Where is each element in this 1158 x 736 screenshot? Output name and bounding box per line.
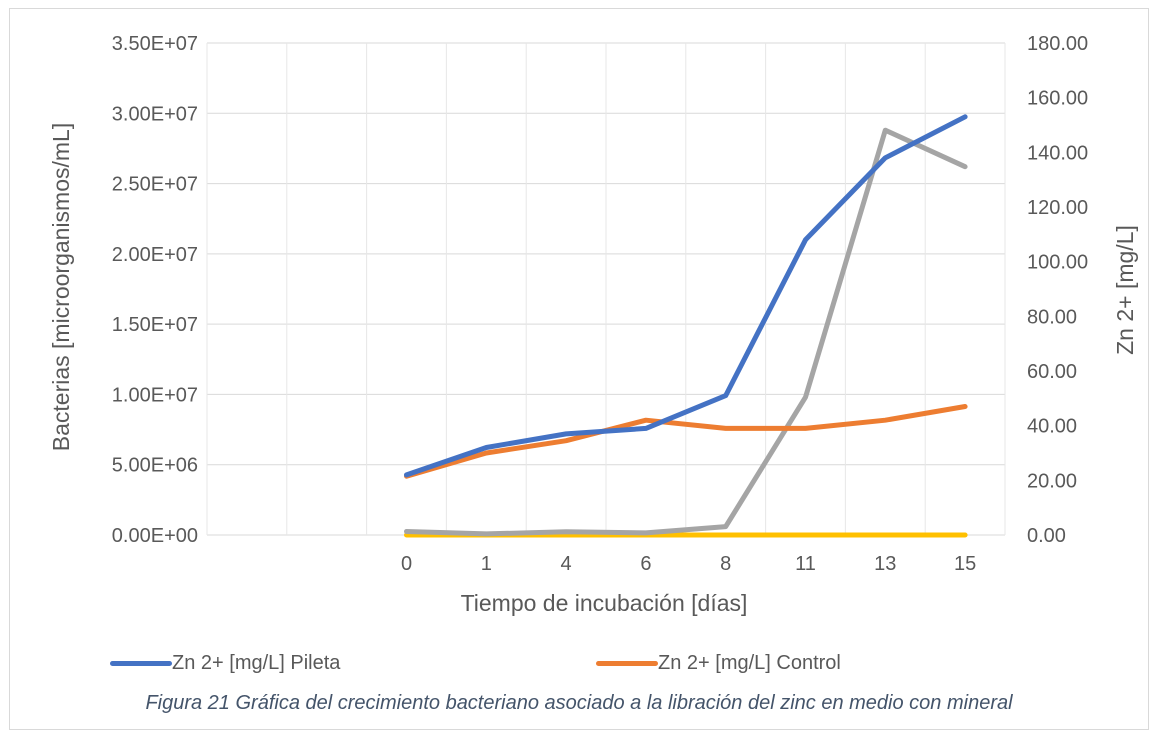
legend: Zn 2+ [mg/L] Pileta Zn 2+ [mg/L] Control: [0, 652, 1158, 682]
legend-item-pileta: Zn 2+ [mg/L] Pileta: [110, 652, 340, 675]
left-tick-label: 2.50E+07: [112, 174, 198, 196]
x-axis-title: Tiempo de incubación [días]: [461, 590, 748, 616]
x-tick-label: 0: [401, 553, 412, 575]
legend-item-control: Zn 2+ [mg/L] Control: [596, 652, 841, 675]
legend-label-control: Zn 2+ [mg/L] Control: [658, 652, 841, 674]
left-tick-label: 0.00E+00: [112, 525, 198, 547]
grid: [206, 42, 1006, 536]
x-tick-label: 15: [954, 553, 976, 575]
left-tick-label: 1.00E+07: [112, 384, 198, 406]
left-tick-label: 1.50E+07: [112, 314, 198, 336]
left-axis-title: Bacterias [microorganismos/mL]: [48, 123, 74, 452]
left-tick-label: 3.00E+07: [112, 103, 198, 125]
series-line-0: [404, 114, 968, 478]
right-tick-label: 20.00: [1027, 470, 1077, 492]
left-tick-label: 3.50E+07: [112, 33, 198, 55]
figure-caption: Figura 21 Gráfica del crecimiento bacter…: [145, 692, 1013, 714]
right-axis-ticks: 0.00 20.00 40.00 60.00 80.00 100.00 120.00 140.…: [1027, 33, 1088, 547]
x-tick-label: 6: [640, 553, 651, 575]
right-tick-label: 80.00: [1027, 306, 1077, 328]
right-tick-label: 60.00: [1027, 361, 1077, 383]
x-tick-label: 8: [720, 553, 731, 575]
right-tick-label: 180.00: [1027, 33, 1088, 55]
series-lines: [404, 114, 968, 538]
right-tick-label: 140.00: [1027, 142, 1088, 164]
right-tick-label: 40.00: [1027, 416, 1077, 438]
right-tick-label: 0.00: [1027, 525, 1066, 547]
left-tick-label: 2.00E+07: [112, 244, 198, 266]
legend-swatch-control: [596, 661, 658, 666]
right-tick-label: 120.00: [1027, 197, 1088, 219]
x-tick-label: 11: [795, 553, 816, 575]
right-tick-label: 160.00: [1027, 88, 1088, 110]
x-tick-label: 4: [561, 553, 572, 575]
x-tick-label: 13: [874, 553, 896, 575]
x-axis-ticks: 0 1 4 6 8 11 13 15: [401, 553, 976, 575]
legend-swatch-pileta: [110, 661, 172, 666]
left-axis-ticks: 0.00E+00 5.00E+06 1.00E+07 1.50E+07 2.00E+07…: [112, 33, 198, 547]
legend-label-pileta: Zn 2+ [mg/L] Pileta: [172, 652, 341, 674]
series-line-1: [404, 404, 968, 479]
chart-frame: [9, 8, 1149, 730]
x-tick-label: 1: [481, 553, 492, 575]
right-tick-label: 100.00: [1027, 252, 1088, 274]
right-axis-title: Zn 2+ [mg/L]: [1112, 225, 1138, 355]
left-tick-label: 5.00E+06: [112, 455, 198, 477]
